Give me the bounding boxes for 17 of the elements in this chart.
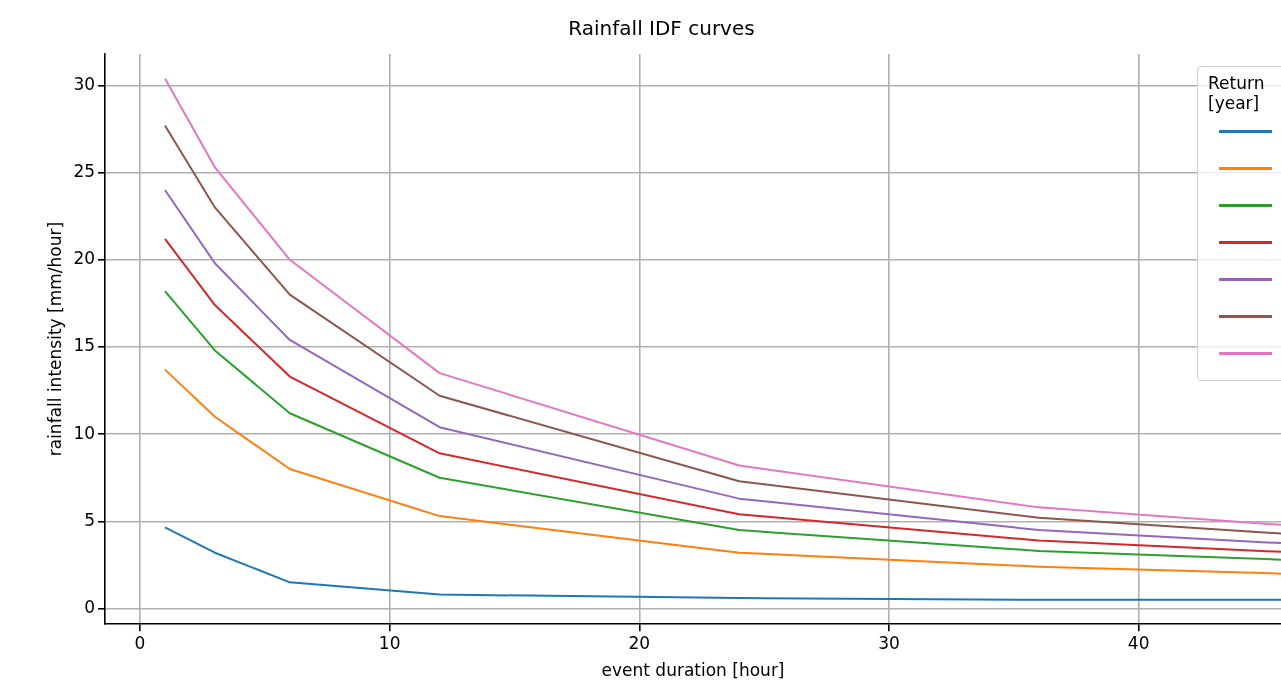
y-tick-label: 10 bbox=[73, 422, 96, 443]
y-tick-label: 25 bbox=[73, 161, 96, 181]
x-tick-label: 30 bbox=[878, 632, 900, 653]
x-tick-label: 40 bbox=[1127, 632, 1150, 653]
x-tick-label: 0 bbox=[134, 632, 146, 653]
y-tick-label: 20 bbox=[73, 248, 96, 269]
key-box: Return [year] bbox=[1197, 66, 1281, 381]
legend-title: Return [year] bbox=[1208, 73, 1266, 113]
chart-title: Rainfall IDF curves bbox=[568, 16, 755, 41]
y-tick-label: 5 bbox=[84, 509, 96, 530]
x-axis-title: event duration [hour] bbox=[601, 660, 785, 681]
y-tick-label: 30 bbox=[73, 73, 96, 94]
x-tick-label: 20 bbox=[628, 632, 651, 653]
y-tick-label: 0 bbox=[84, 596, 96, 617]
x-tick-label: 10 bbox=[378, 632, 401, 653]
y-tick-label: 15 bbox=[73, 335, 96, 356]
y-axis-title: rainfall intensity [mm/hour] bbox=[44, 221, 65, 457]
